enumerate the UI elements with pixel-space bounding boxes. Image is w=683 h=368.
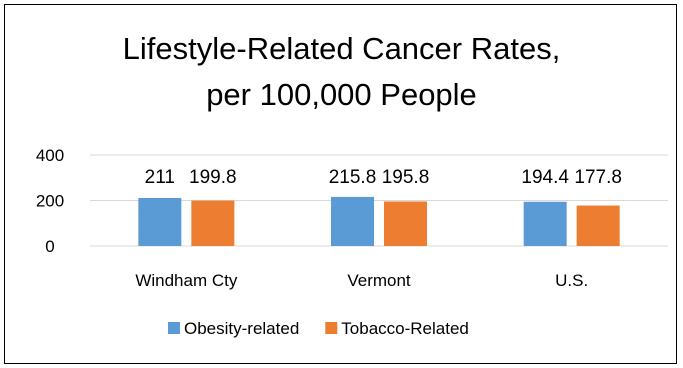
bar: [331, 196, 374, 246]
x-tick-label: U.S.: [555, 271, 588, 290]
bar: [576, 205, 620, 246]
legend-swatch: [325, 322, 338, 334]
bar: [523, 201, 567, 246]
chart-title-line-2: per 100,000 People: [206, 77, 477, 112]
bar: [384, 201, 427, 246]
chart-title: Lifestyle-Related Cancer Rates, per 100,…: [0, 26, 683, 118]
data-label: 177.8: [574, 167, 622, 188]
chart-title-line-1: Lifestyle-Related Cancer Rates,: [122, 31, 561, 66]
legend-swatch: [168, 322, 180, 334]
bar: [191, 200, 235, 246]
x-tick-label: Windham Cty: [135, 271, 238, 290]
y-tick-label: 400: [36, 146, 64, 165]
data-label: 195.8: [382, 167, 430, 188]
chart-frame: [4, 4, 677, 364]
data-label: 194.4: [521, 167, 569, 188]
bar: [138, 197, 182, 246]
y-tick-label: 0: [45, 237, 54, 256]
y-tick-label: 200: [36, 192, 64, 211]
x-tick-label: Vermont: [347, 271, 411, 290]
legend-label: Obesity-related: [184, 319, 299, 338]
data-label: 211: [145, 167, 175, 188]
data-label: 199.8: [189, 167, 237, 188]
data-label: 215.8: [329, 167, 377, 188]
legend-label: Tobacco-Related: [341, 319, 469, 338]
